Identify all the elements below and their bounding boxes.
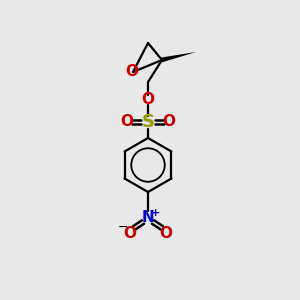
Text: O: O [160,226,172,241]
Text: +: + [150,208,160,218]
Polygon shape [161,52,196,62]
Text: O: O [124,226,136,241]
Text: −: − [118,220,128,233]
Text: N: N [142,211,154,226]
Text: O: O [125,64,139,80]
Text: O: O [142,92,154,107]
Text: O: O [121,115,134,130]
Text: S: S [142,113,154,131]
Text: O: O [163,115,176,130]
